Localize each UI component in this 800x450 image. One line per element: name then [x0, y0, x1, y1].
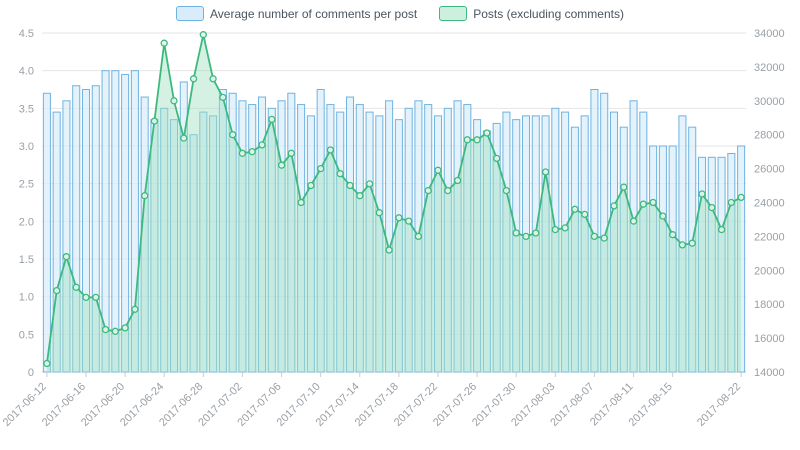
svg-text:28000: 28000 — [754, 130, 785, 142]
svg-text:0: 0 — [28, 367, 34, 379]
legend-label-posts: Posts (excluding comments) — [473, 6, 624, 21]
svg-text:20000: 20000 — [754, 265, 785, 277]
chart-legend: Average number of comments per post Post… — [0, 6, 800, 21]
svg-text:22000: 22000 — [754, 231, 785, 243]
svg-text:26000: 26000 — [754, 164, 785, 176]
svg-text:2017-08-22: 2017-08-22 — [695, 381, 743, 429]
svg-text:30000: 30000 — [754, 96, 785, 108]
svg-text:0.5: 0.5 — [19, 329, 34, 341]
svg-text:2.0: 2.0 — [19, 216, 34, 228]
svg-text:16000: 16000 — [754, 333, 785, 345]
legend-swatch-posts-icon — [439, 6, 468, 21]
legend-swatch-comments-icon — [176, 6, 205, 21]
svg-text:4.0: 4.0 — [19, 66, 34, 78]
legend-item-posts[interactable]: Posts (excluding comments) — [439, 6, 624, 21]
legend-label-comments: Average number of comments per post — [210, 6, 418, 21]
svg-text:3.5: 3.5 — [19, 103, 34, 115]
svg-text:34000: 34000 — [754, 28, 785, 40]
svg-text:1.5: 1.5 — [19, 254, 34, 266]
legend-item-comments[interactable]: Average number of comments per post — [176, 6, 417, 21]
svg-text:3.0: 3.0 — [19, 141, 34, 153]
svg-text:18000: 18000 — [754, 299, 785, 311]
svg-text:24000: 24000 — [754, 198, 785, 210]
svg-text:14000: 14000 — [754, 367, 785, 379]
svg-text:1.0: 1.0 — [19, 292, 34, 304]
svg-text:4.5: 4.5 — [19, 28, 34, 40]
svg-text:2.5: 2.5 — [19, 179, 34, 191]
svg-text:32000: 32000 — [754, 62, 785, 74]
